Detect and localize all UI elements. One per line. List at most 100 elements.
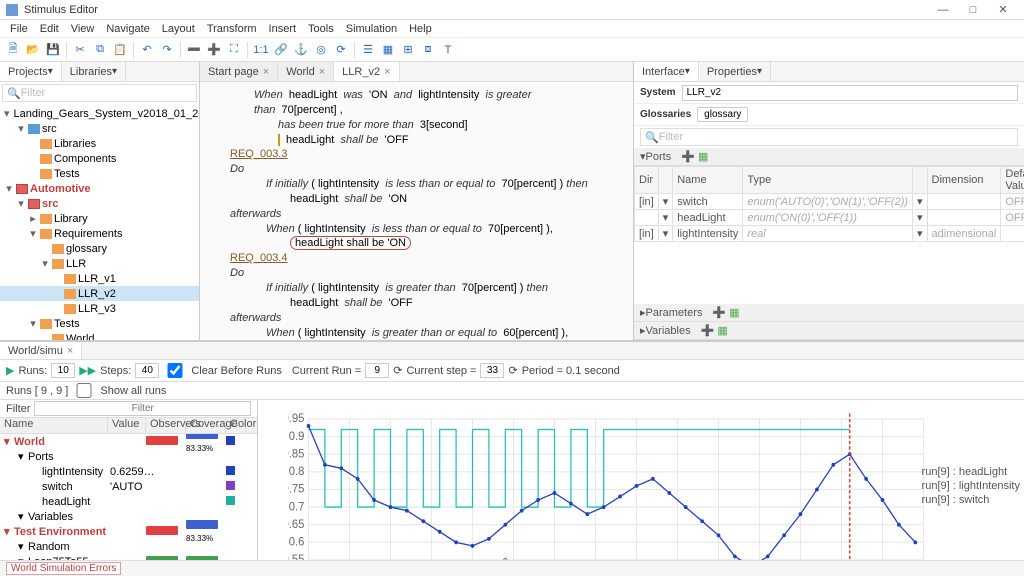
sim-switch[interactable]: switch'AUTO (0, 479, 257, 494)
sim-world[interactable]: ▾World 83.33% (0, 434, 257, 449)
tree-components[interactable]: Components (0, 151, 199, 166)
window-title: Stimulus Editor (24, 4, 928, 16)
ratio-icon[interactable]: 1:1 (252, 41, 270, 59)
filter-input[interactable]: 🔍 Filter (2, 84, 197, 102)
tab-start-page[interactable]: Start page× (200, 62, 278, 81)
tree-world[interactable]: World (0, 331, 199, 340)
tree-libraries[interactable]: Libraries (0, 136, 199, 151)
requirements-text: When headLight was 'ON and lightIntensit… (200, 82, 633, 340)
tab-libraries[interactable]: Libraries ▾ (62, 62, 126, 81)
main-toolbar: 🗎📂💾 ✂⧉📋 ↶↷ ➖➕⛶ 1:1🔗⚓◎⟳ ☰▦⊞⧈T (0, 38, 1024, 62)
system-input[interactable] (682, 85, 1018, 101)
tree-library[interactable]: ▸Library (0, 211, 199, 226)
close-button[interactable]: ✕ (988, 3, 1018, 16)
menu-file[interactable]: File (4, 23, 34, 35)
tab-properties[interactable]: Properties ▾ (699, 62, 771, 81)
sync-icon[interactable]: ⟳ (332, 41, 350, 59)
projects-panel: Projects ▾Libraries ▾ 🔍 Filter ▾Landing_… (0, 62, 200, 340)
tree-llr-v1[interactable]: LLR_v1 (0, 271, 199, 286)
sim-headlight[interactable]: headLight (0, 494, 257, 509)
target-icon[interactable]: ◎ (312, 41, 330, 59)
tree-src[interactable]: ▾src (0, 121, 199, 136)
menu-help[interactable]: Help (403, 23, 438, 35)
tree-automotive[interactable]: ▾Automotive (0, 181, 199, 196)
tab-projects[interactable]: Projects ▾ (0, 62, 62, 81)
menu-simulation[interactable]: Simulation (340, 23, 403, 35)
tab-llr_v2[interactable]: LLR_v2× (334, 62, 399, 81)
svg-text:0.8: 0.8 (289, 465, 305, 478)
chart-area[interactable]: 0.50.550.60.650.70.750.80.850.90.9500.25… (258, 400, 1024, 560)
anchor-icon[interactable]: ⚓ (292, 41, 310, 59)
menu-tools[interactable]: Tools (302, 23, 340, 35)
project-tree[interactable]: ▾Landing_Gears_System_v2018_01_26▾src Li… (0, 104, 199, 340)
clear-checkbox[interactable] (163, 363, 187, 378)
runs-input[interactable] (51, 363, 75, 378)
svg-text:0.65: 0.65 (288, 518, 304, 531)
current-step-input[interactable] (480, 363, 504, 378)
parameters-header[interactable]: Parameters (646, 307, 703, 319)
tab-world[interactable]: World× (278, 62, 334, 81)
zoom-in-icon[interactable]: ➕ (205, 41, 223, 59)
menu-insert[interactable]: Insert (263, 23, 303, 35)
link-icon[interactable]: 🔗 (272, 41, 290, 59)
port-row-headLight[interactable]: ▾headLightenum('ON(0)','OFF(1))▾OFFconst… (635, 210, 1024, 226)
svg-text:0.9: 0.9 (289, 430, 305, 443)
zoom-out-icon[interactable]: ➖ (185, 41, 203, 59)
menu-layout[interactable]: Layout (156, 23, 201, 35)
undo-icon[interactable]: ↶ (138, 41, 156, 59)
app-icon (6, 4, 18, 16)
zoom-fit-icon[interactable]: ⛶ (225, 41, 243, 59)
menu-edit[interactable]: Edit (34, 23, 65, 35)
grid-icon[interactable]: ▦ (379, 41, 397, 59)
system-label: System (640, 87, 676, 98)
ports-table: DirNameTypeDimensionDefault ValueStatus[… (634, 166, 1024, 242)
sim-toolbar: ▶Runs: ▶▶Steps: Clear Before Runs Curren… (0, 360, 1024, 382)
ports-filter[interactable]: 🔍 Filter (640, 128, 1018, 146)
show-all-checkbox[interactable] (72, 383, 96, 398)
new-icon[interactable]: 🗎 (4, 41, 22, 59)
sim-lightintensity[interactable]: lightIntensity0.6259… (0, 464, 257, 479)
ports-header[interactable]: Ports (646, 151, 672, 163)
tree-tests[interactable]: ▾Tests (0, 316, 199, 331)
tree-src[interactable]: ▾src (0, 196, 199, 211)
current-run-input[interactable] (365, 363, 389, 378)
svg-text:0.7: 0.7 (289, 500, 305, 513)
highlighted-req-on: headLight shall be 'ON (290, 236, 411, 250)
copy-icon[interactable]: ⧉ (91, 41, 109, 59)
tree-tests[interactable]: Tests (0, 166, 199, 181)
grid2-icon[interactable]: ⊞ (399, 41, 417, 59)
variables-header[interactable]: Variables (646, 325, 691, 337)
text-icon[interactable]: T (439, 41, 457, 59)
sim-test-environment[interactable]: ▾Test Environment 83.33% (0, 524, 257, 539)
tree-landing-gears-system-v2018-01-26[interactable]: ▾Landing_Gears_System_v2018_01_26 (0, 106, 199, 121)
tree-requirements[interactable]: ▾Requirements (0, 226, 199, 241)
tree-glossary[interactable]: glossary (0, 241, 199, 256)
tree-llr[interactable]: ▾LLR (0, 256, 199, 271)
redo-icon[interactable]: ↷ (158, 41, 176, 59)
steps-input[interactable] (135, 363, 159, 378)
tree-llr-v2[interactable]: LLR_v2 (0, 286, 199, 301)
paste-icon[interactable]: 📋 (111, 41, 129, 59)
port-row-lightIntensity[interactable]: [in]▾lightIntensityreal▾adimensionalread (635, 226, 1024, 242)
maximize-button[interactable]: □ (958, 4, 988, 16)
sim-filter[interactable] (34, 401, 251, 416)
cut-icon[interactable]: ✂ (71, 41, 89, 59)
tree-llr-v3[interactable]: LLR_v3 (0, 301, 199, 316)
menu-navigate[interactable]: Navigate (100, 23, 155, 35)
open-icon[interactable]: 📂 (24, 41, 42, 59)
sim-tree[interactable]: ▾World 83.33%▾PortslightIntensity0.6259…… (0, 434, 257, 560)
menu-transform[interactable]: Transform (201, 23, 263, 35)
world-simu-tab[interactable]: World/simu× (0, 342, 82, 359)
tab-interface[interactable]: Interface ▾ (634, 62, 699, 81)
world-errors-button[interactable]: World Simulation Errors (6, 562, 121, 575)
schema-icon[interactable]: ⧈ (419, 41, 437, 59)
menu-view[interactable]: View (65, 23, 101, 35)
minimize-button[interactable]: — (928, 4, 958, 16)
list-icon[interactable]: ☰ (359, 41, 377, 59)
period-label: Period = 0.1 second (522, 365, 620, 377)
glossary-chip[interactable]: glossary (697, 107, 748, 122)
runs-info: Runs [ 9 , 9 ] (6, 385, 68, 397)
save-icon[interactable]: 💾 (44, 41, 62, 59)
port-row-switch[interactable]: [in]▾switchenum('AUTO(0)','ON(1)','OFF(2… (635, 194, 1024, 210)
svg-text:0.95: 0.95 (288, 412, 304, 425)
